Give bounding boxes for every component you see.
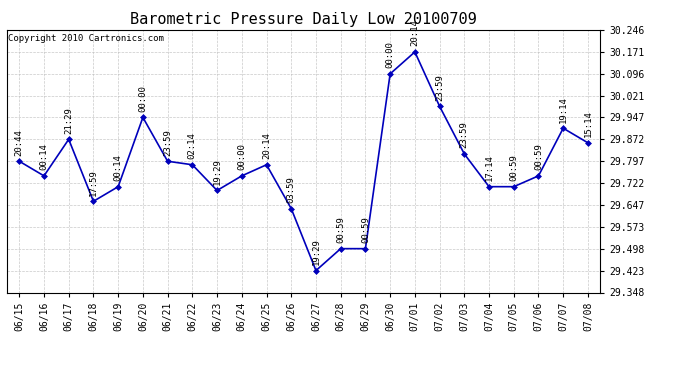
Text: 03:59: 03:59 — [287, 176, 296, 203]
Text: 00:14: 00:14 — [39, 143, 48, 170]
Text: 20:14: 20:14 — [411, 20, 420, 46]
Text: 00:59: 00:59 — [361, 216, 370, 243]
Text: 00:00: 00:00 — [237, 143, 246, 170]
Text: 17:59: 17:59 — [89, 169, 98, 196]
Text: 23:59: 23:59 — [460, 122, 469, 148]
Text: 00:59: 00:59 — [336, 216, 345, 243]
Text: 15:14: 15:14 — [584, 110, 593, 137]
Text: 20:44: 20:44 — [14, 129, 23, 156]
Text: Copyright 2010 Cartronics.com: Copyright 2010 Cartronics.com — [8, 34, 164, 43]
Text: 00:00: 00:00 — [386, 41, 395, 68]
Text: 00:14: 00:14 — [114, 154, 123, 181]
Text: 17:14: 17:14 — [484, 154, 493, 181]
Title: Barometric Pressure Daily Low 20100709: Barometric Pressure Daily Low 20100709 — [130, 12, 477, 27]
Text: 00:00: 00:00 — [139, 85, 148, 112]
Text: 20:14: 20:14 — [262, 132, 271, 159]
Text: 21:29: 21:29 — [64, 107, 73, 134]
Text: 00:59: 00:59 — [534, 143, 543, 170]
Text: 00:59: 00:59 — [509, 154, 518, 181]
Text: 02:14: 02:14 — [188, 132, 197, 159]
Text: 19:29: 19:29 — [311, 238, 320, 265]
Text: 23:59: 23:59 — [163, 129, 172, 156]
Text: 19:29: 19:29 — [213, 158, 221, 185]
Text: 23:59: 23:59 — [435, 74, 444, 101]
Text: 19:14: 19:14 — [559, 96, 568, 123]
